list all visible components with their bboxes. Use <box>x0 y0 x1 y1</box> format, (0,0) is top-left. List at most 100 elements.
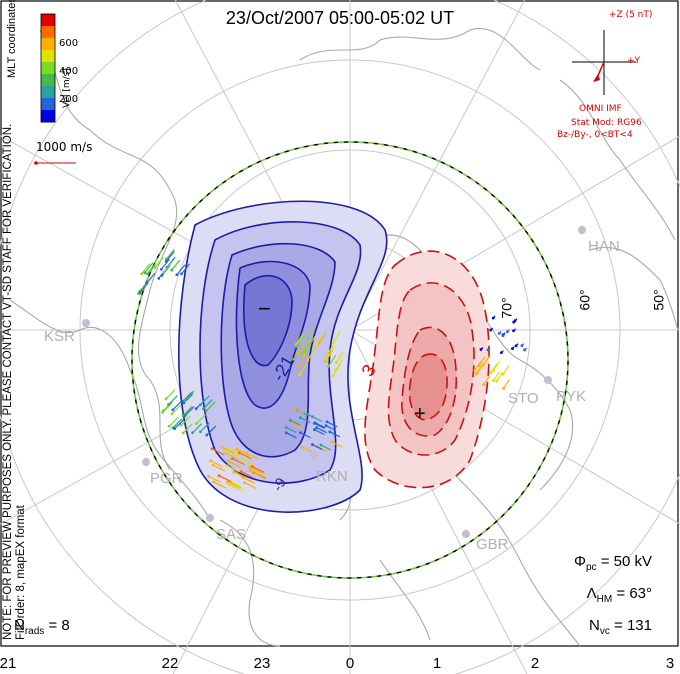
velocity-vector-origin <box>181 414 185 417</box>
velocity-vector-origin <box>292 406 296 410</box>
velocity-vector-origin <box>240 458 244 461</box>
velocity-vector-origin <box>235 448 239 451</box>
site-gbr: GBR <box>476 536 509 553</box>
velocity-vector-origin <box>199 403 202 407</box>
velocity-vector <box>228 460 241 468</box>
velocity-vector <box>285 426 297 434</box>
velocity-vector-origin <box>491 379 495 383</box>
map-title: 23/Oct/2007 05:00-05:02 UT <box>225 8 455 28</box>
imf-condition: Bz-/By-, 0<BT<4 <box>557 130 633 140</box>
velocity-vector <box>144 262 154 274</box>
velocity-vector-origin <box>161 410 164 414</box>
velocity-vector-origin <box>284 426 288 429</box>
colorbar-swatch <box>41 50 55 63</box>
velocity-vector <box>174 419 185 430</box>
velocity-vector <box>228 480 241 488</box>
velocity-vector-origin <box>248 468 252 472</box>
velocity-vector <box>496 371 504 382</box>
velocity-vector-origin <box>514 344 518 348</box>
velocity-vectors <box>137 248 528 492</box>
colorbar-tick-600: 600 <box>59 38 79 49</box>
velocity-vector <box>326 421 338 428</box>
velocity-vector <box>160 258 170 270</box>
mlt-tick-1: 1 <box>432 655 442 672</box>
velocity-vector-origin <box>331 374 335 378</box>
velocity-vector <box>300 417 311 424</box>
velocity-vector <box>199 422 210 433</box>
velocity-vector <box>316 427 327 434</box>
reference-vector-label: 1000 m/s <box>36 140 93 154</box>
velocity-vector-origin <box>227 459 230 463</box>
velocity-vector <box>493 360 501 371</box>
velocity-vector <box>211 448 225 456</box>
colorbar-swatch <box>41 26 55 39</box>
velocity-vector <box>301 446 313 453</box>
velocity-vector <box>300 432 311 439</box>
velocity-vector-origin <box>482 383 486 387</box>
velocity-vector <box>213 481 227 489</box>
velocity-vector <box>252 466 265 474</box>
velocity-vector-origin <box>159 267 163 271</box>
velocity-vector <box>203 399 213 410</box>
velocity-vector <box>227 481 240 489</box>
velocity-vector-origin <box>313 428 316 432</box>
imf-title: OMNI IMF <box>579 104 622 114</box>
velocity-vector-origin <box>181 431 185 435</box>
velocity-vector-origin <box>328 430 332 434</box>
velocity-vector <box>314 422 326 429</box>
velocity-vector-origin <box>241 475 245 479</box>
velocity-vector <box>146 263 156 275</box>
mlt-tick-2: 2 <box>530 655 540 672</box>
velocity-vector <box>171 404 182 415</box>
positive-potential-cell <box>364 250 490 489</box>
velocity-vector <box>318 331 327 344</box>
velocity-vector-origin <box>153 265 157 269</box>
velocity-vector-origin <box>477 364 481 368</box>
velocity-vector <box>313 422 325 429</box>
velocity-vector <box>236 448 250 456</box>
velocity-vector-origin <box>313 421 317 425</box>
velocity-vector-origin <box>217 474 221 477</box>
velocity-vector <box>478 356 486 367</box>
site-pyk: PYK <box>556 388 587 405</box>
velocity-vector <box>181 263 191 275</box>
colorbar-swatch <box>41 110 55 123</box>
velocity-vector-origin <box>299 431 302 435</box>
velocity-vector <box>325 344 334 357</box>
velocity-vector-origin <box>191 431 194 435</box>
velocity-vector <box>312 444 323 451</box>
velocity-vector-origin <box>207 474 210 478</box>
colorbar-swatch <box>41 14 55 27</box>
velocity-vector <box>295 335 304 347</box>
velocity-vector-origin <box>486 348 490 352</box>
velocity-vector-origin <box>499 351 503 355</box>
velocity-vector-origin <box>183 399 187 402</box>
velocity-vector <box>176 264 186 276</box>
preview-note: NOTE: FOR PREVIEW PURPOSES ONLY. PLEASE … <box>2 124 28 640</box>
velocity-vector-origin <box>311 443 314 446</box>
velocity-vector-origin <box>511 347 514 351</box>
velocity-vector-origin <box>292 358 295 361</box>
velocity-vector-origin <box>244 451 248 455</box>
velocity-vector-origin <box>173 427 177 431</box>
velocity-vector <box>307 348 316 361</box>
velocity-vector-origin <box>296 365 300 369</box>
velocity-vector <box>172 418 183 429</box>
velocity-vector <box>249 469 263 477</box>
velocity-vector <box>335 358 344 371</box>
velocity-vector <box>329 431 341 438</box>
velocity-vector <box>229 484 242 492</box>
stat-model: Stat Mod: RG96 <box>571 118 642 128</box>
velocity-vector-origin <box>232 470 236 474</box>
latitude-label-70: 70° <box>498 297 515 319</box>
velocity-vector-origin <box>296 352 300 356</box>
velocity-vector <box>244 482 257 490</box>
latitude-label-50: 50° <box>650 289 667 311</box>
velocity-vector <box>182 406 193 416</box>
velocity-vector <box>205 401 216 412</box>
velocity-vector-origin <box>512 329 515 333</box>
colorbar-swatch <box>41 98 55 111</box>
velocity-vector <box>312 416 323 423</box>
velocity-vector-origin <box>170 412 174 416</box>
velocity-vector-origin <box>225 480 229 484</box>
